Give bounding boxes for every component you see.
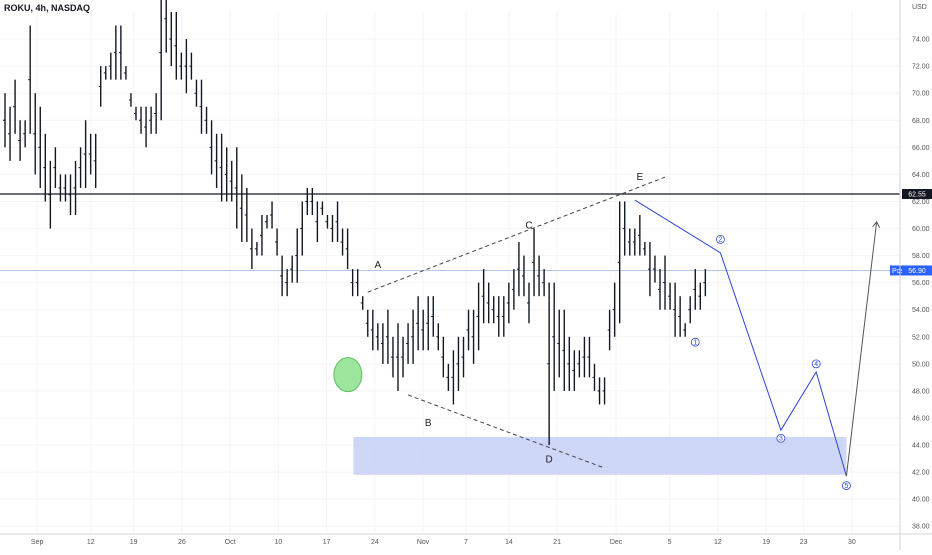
wave-circle-label: 4 bbox=[814, 361, 818, 368]
x-tick-label: Oct bbox=[225, 539, 236, 546]
y-tick-label: 42.00 bbox=[912, 470, 930, 477]
x-tick-label: Sep bbox=[31, 539, 44, 546]
post-tag-label: Post bbox=[892, 268, 906, 275]
arrow-head bbox=[872, 220, 881, 228]
x-tick-label: 10 bbox=[274, 539, 282, 546]
y-tick-label: 38.00 bbox=[912, 524, 930, 531]
x-tick-label: 12 bbox=[714, 539, 722, 546]
y-tick-label: 58.00 bbox=[912, 253, 930, 260]
wave-circle bbox=[842, 481, 851, 491]
y-tick-label: 68.00 bbox=[912, 118, 930, 125]
wave-label-d: D bbox=[546, 455, 553, 466]
x-tick-label: 24 bbox=[371, 539, 379, 546]
x-tick-label: 19 bbox=[762, 539, 770, 546]
y-axis: 38.00 40.00 42.00 44.00 46.00 48.00 50.00 52.00… bbox=[899, 0, 930, 550]
y-tick-label: 50.00 bbox=[912, 361, 930, 368]
x-tick-label: Nov bbox=[417, 539, 430, 546]
y-tick-label: 60.00 bbox=[912, 226, 930, 233]
x-tick-label: 23 bbox=[800, 539, 808, 546]
y-tick-label: 46.00 bbox=[912, 415, 930, 422]
wave-circle bbox=[716, 234, 725, 244]
y-tick-label: 72.00 bbox=[912, 64, 930, 71]
wave-label-b: B bbox=[425, 418, 432, 429]
y-tick-label: 40.00 bbox=[912, 497, 930, 504]
resistance-price-label: 62.55 bbox=[908, 192, 926, 199]
resistance-price-tag bbox=[902, 189, 932, 200]
trendlines bbox=[333, 176, 666, 469]
x-tick-label: 5 bbox=[668, 539, 672, 546]
x-tick-label: 7 bbox=[464, 539, 468, 546]
wave-circle bbox=[811, 359, 821, 369]
wave-circle bbox=[776, 433, 786, 443]
current-price-tag bbox=[902, 265, 932, 276]
wave-circle-label: 3 bbox=[779, 436, 783, 443]
x-tick-label: Dec bbox=[610, 539, 623, 546]
chart-title: ROKU, 4h, NASDAQ bbox=[4, 3, 90, 13]
y-tick-label: 44.00 bbox=[912, 443, 930, 450]
projection-path bbox=[634, 199, 847, 477]
current-price-label: 56.90 bbox=[908, 268, 926, 275]
y-tick-label: 70.00 bbox=[912, 91, 930, 98]
highlight-ellipse bbox=[333, 357, 363, 393]
x-tick-label: 30 bbox=[848, 539, 856, 546]
post-tag bbox=[890, 265, 908, 276]
y-tick-label: 52.00 bbox=[912, 334, 930, 341]
price-bars bbox=[3, 0, 707, 446]
wave-circle bbox=[690, 337, 700, 347]
wave-label-a: A bbox=[375, 260, 382, 271]
y-tick-label: 64.00 bbox=[912, 172, 930, 179]
y-tick-label: 56.00 bbox=[912, 280, 930, 287]
price-levels: 62.55 Post 56.90 bbox=[0, 189, 932, 276]
wave-label-e: E bbox=[637, 172, 644, 183]
y-tick-label: 48.00 bbox=[912, 388, 930, 395]
support-zone bbox=[353, 436, 847, 475]
projection-arrow bbox=[845, 221, 878, 477]
wave-labels: A B C D E bbox=[375, 172, 644, 466]
y-tick-label: 62.00 bbox=[912, 199, 930, 206]
x-tick-label: 19 bbox=[130, 539, 138, 546]
x-tick-label: 12 bbox=[87, 539, 95, 546]
x-tick-label: 14 bbox=[505, 539, 513, 546]
x-axis: Sep 12 19 26 Oct 10 17 24 Nov 7 14 21 Dec 5 12 19 23 30 bbox=[0, 533, 932, 546]
y-axis-unit: USD bbox=[912, 4, 927, 11]
wave-circle-label: 2 bbox=[718, 237, 722, 244]
projection: 1 2 3 4 5 bbox=[634, 199, 881, 491]
wave-label-c: C bbox=[525, 221, 532, 232]
wave-circle-label: 1 bbox=[693, 340, 697, 347]
support-zone-rect bbox=[353, 436, 847, 475]
y-tick-label: 54.00 bbox=[912, 307, 930, 314]
x-tick-label: 26 bbox=[178, 539, 186, 546]
x-tick-label: 17 bbox=[323, 539, 331, 546]
y-tick-label: 74.00 bbox=[912, 37, 930, 44]
x-tick-label: 21 bbox=[553, 539, 561, 546]
wave-circle-label: 5 bbox=[844, 483, 848, 490]
y-tick-label: 66.00 bbox=[912, 145, 930, 152]
